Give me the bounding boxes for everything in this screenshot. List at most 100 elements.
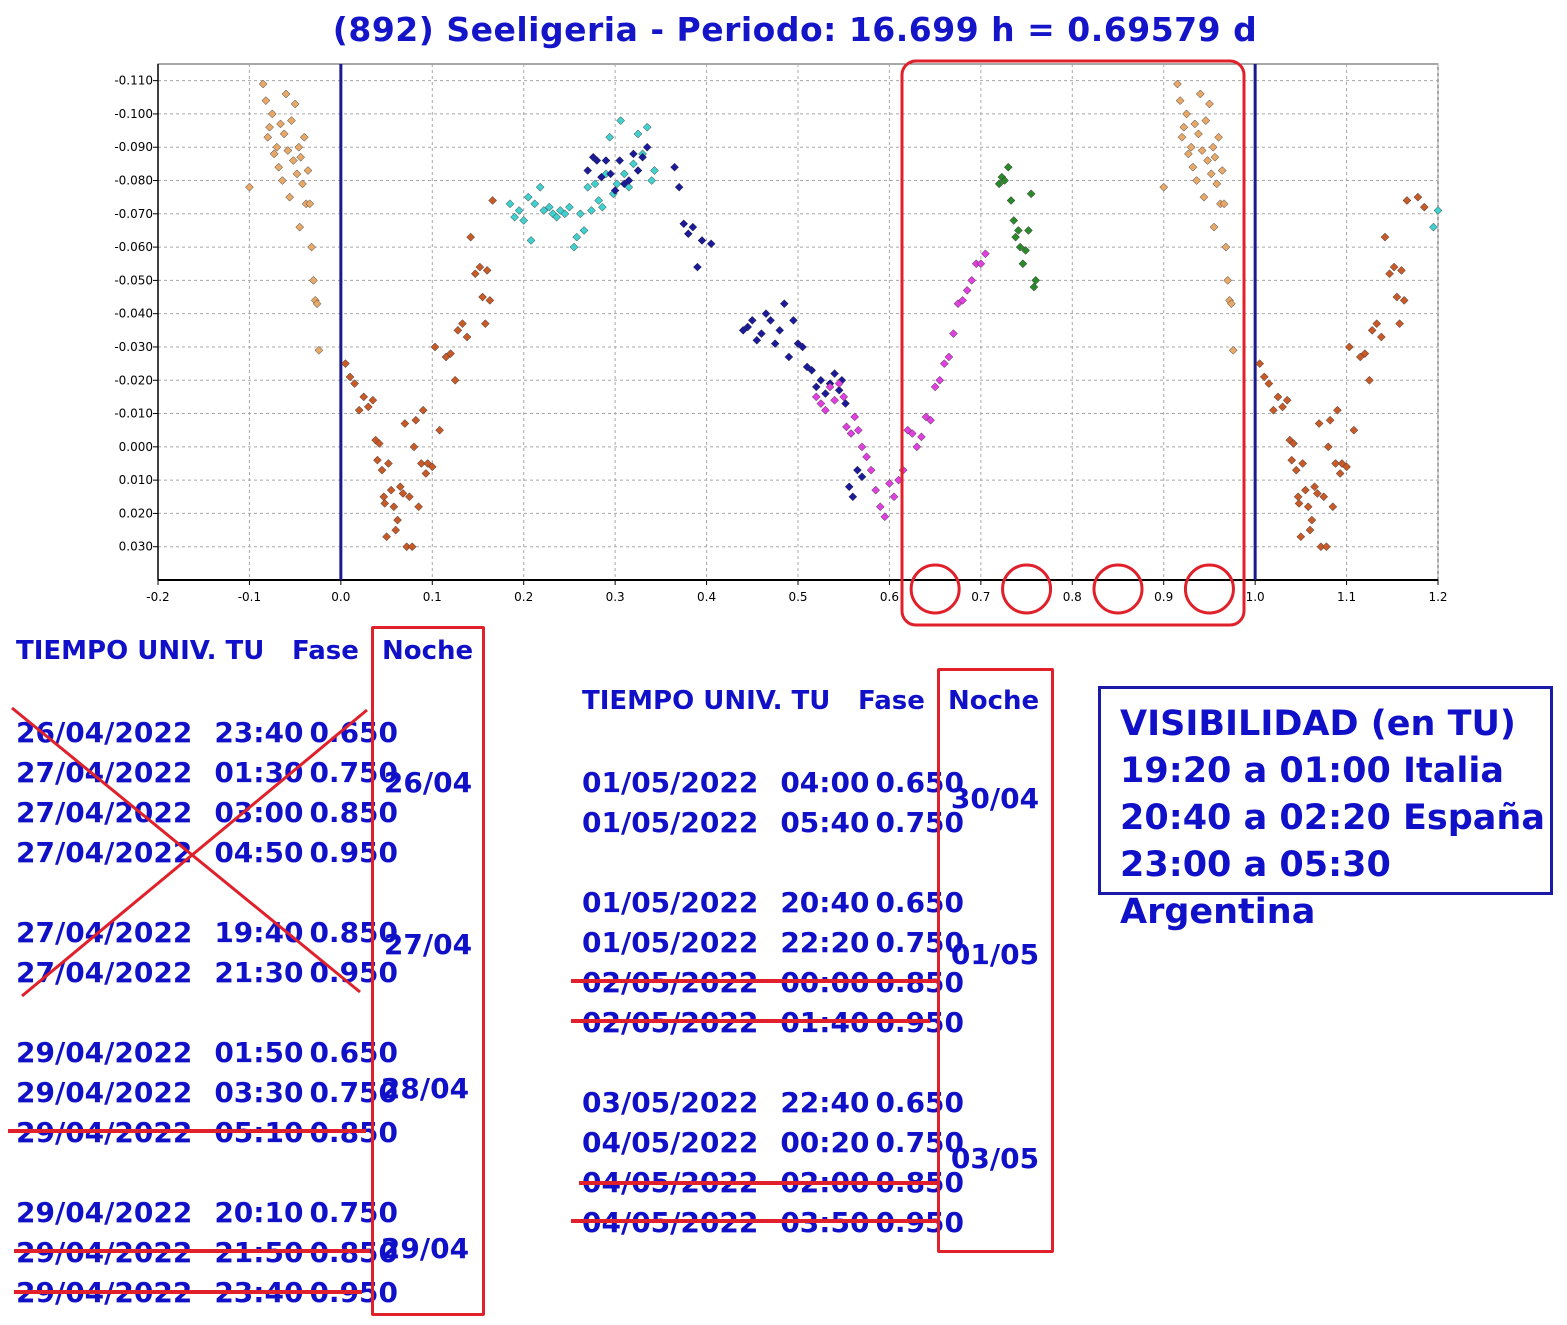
data-point	[917, 432, 926, 442]
right-night-box	[937, 668, 1054, 1253]
data-point	[601, 156, 611, 165]
data-point	[1259, 372, 1269, 382]
data-point	[597, 172, 606, 182]
data-point	[292, 169, 302, 179]
data-point	[1206, 169, 1216, 179]
data-point	[1227, 299, 1236, 309]
data-point	[949, 329, 958, 339]
data-point	[850, 412, 860, 422]
data-point	[612, 179, 622, 189]
data-point	[679, 219, 689, 229]
data-point	[287, 116, 296, 125]
data-point	[1307, 515, 1317, 525]
data-point	[418, 405, 428, 415]
data-point	[1223, 276, 1233, 285]
left-header-time: TIEMPO UNIV. TU	[16, 636, 265, 666]
row-phase: 0.750	[309, 1196, 399, 1229]
data-point	[752, 335, 762, 345]
data-point	[312, 299, 322, 309]
data-point	[1333, 405, 1342, 415]
data-point	[1009, 216, 1019, 225]
data-point	[1186, 142, 1196, 152]
data-point	[510, 212, 519, 222]
table-row: 03/05/2022 22:40 0.650	[582, 1086, 964, 1119]
data-point	[816, 399, 826, 408]
data-point	[583, 166, 593, 175]
data-point	[526, 236, 536, 245]
data-point	[994, 179, 1004, 189]
data-point	[697, 236, 707, 245]
y-tick-label: 0.010	[119, 473, 153, 487]
data-point	[1175, 96, 1185, 105]
data-point	[450, 375, 460, 385]
data-point	[374, 439, 384, 448]
data-point	[519, 216, 529, 225]
y-tick-label: -0.030	[114, 340, 153, 354]
data-point	[958, 296, 967, 305]
data-point	[466, 232, 476, 242]
data-point	[807, 365, 817, 375]
data-point	[377, 465, 387, 475]
table-row: 29/04/2022 20:10 0.750	[16, 1196, 398, 1229]
data-point	[770, 339, 780, 348]
data-point	[976, 259, 986, 269]
y-tick-label: -0.020	[114, 373, 153, 387]
data-point	[405, 492, 414, 502]
data-point	[446, 349, 455, 358]
data-point	[1219, 199, 1229, 209]
y-tick-label: -0.050	[114, 273, 153, 287]
data-point	[825, 382, 835, 392]
data-point	[475, 262, 485, 272]
row-phase: 0.650	[875, 886, 965, 919]
right-header-phase: Fase	[858, 686, 925, 716]
table-row: 04/05/2022 00:20 0.750	[582, 1126, 964, 1159]
row-date: 03/05/2022	[582, 1086, 759, 1119]
data-point	[1433, 206, 1443, 215]
data-point	[880, 512, 890, 522]
data-point	[597, 202, 607, 212]
data-point	[629, 149, 638, 159]
data-point	[1349, 425, 1359, 435]
table-row: 29/04/2022 03:30 0.750	[16, 1076, 398, 1109]
data-point	[871, 485, 881, 495]
right-night-label: 01/05	[950, 938, 1040, 971]
data-point	[1199, 192, 1209, 202]
data-point	[670, 162, 679, 172]
data-point	[642, 142, 652, 152]
data-point	[846, 429, 856, 438]
data-point	[572, 232, 582, 242]
data-point	[1389, 262, 1399, 272]
data-point	[761, 309, 771, 319]
data-point	[341, 359, 350, 368]
data-point	[407, 542, 417, 552]
data-point	[261, 96, 271, 105]
row-time: 23:40	[214, 716, 304, 749]
highlight-circle	[909, 563, 961, 615]
data-point	[935, 375, 945, 385]
data-point	[642, 122, 652, 132]
data-point	[1179, 122, 1189, 132]
y-tick-label: 0.000	[119, 440, 153, 454]
data-point	[633, 129, 643, 139]
x-tick-label: 0.5	[788, 590, 807, 604]
data-point	[1301, 485, 1310, 495]
data-point	[1000, 176, 1009, 185]
row-date: 27/04/2022	[16, 956, 193, 989]
strike-line	[571, 979, 938, 983]
data-point	[629, 159, 638, 169]
data-point	[1305, 525, 1315, 535]
data-point	[414, 502, 423, 512]
left-night-label: 29/04	[380, 1232, 470, 1265]
data-point	[421, 469, 431, 478]
data-point	[811, 382, 821, 392]
data-point	[624, 176, 634, 185]
data-point	[285, 192, 295, 202]
data-point	[775, 325, 785, 335]
highlight-circle	[1001, 563, 1053, 615]
data-point	[962, 286, 972, 295]
data-point	[1018, 259, 1028, 269]
data-point	[1294, 499, 1304, 508]
table-row: 27/04/2022 04:50 0.950	[16, 836, 398, 869]
x-tick-label: 0.0	[331, 590, 350, 604]
data-point	[294, 142, 304, 152]
